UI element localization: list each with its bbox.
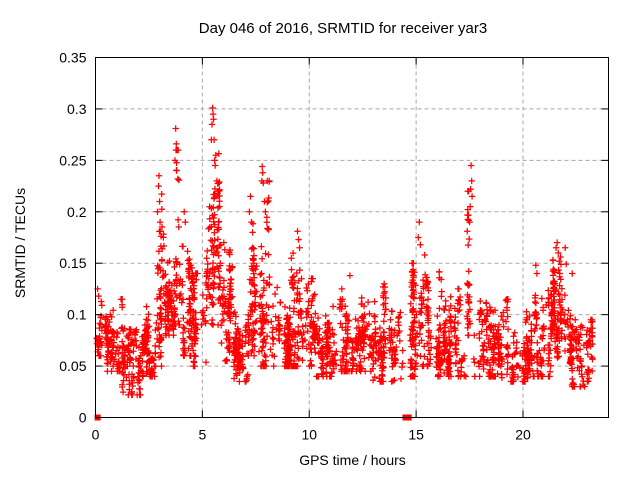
y-tick-label: 0.05	[59, 358, 86, 374]
x-tick-label: 15	[408, 427, 424, 443]
scatter-markers	[93, 104, 596, 399]
x-tick-label: 10	[301, 427, 317, 443]
x-tick-label: 20	[515, 427, 531, 443]
y-tick-label: 0.25	[59, 152, 86, 168]
y-tick-label: 0.2	[67, 204, 87, 220]
y-tick-label: 0.3	[67, 101, 87, 117]
y-tick-label: 0.1	[67, 307, 87, 323]
x-tick-label: 5	[198, 427, 206, 443]
chart-title: Day 046 of 2016, SRMTID for receiver yar…	[198, 20, 488, 37]
x-tick-label: 0	[92, 427, 100, 443]
y-tick-label: 0.35	[59, 50, 86, 66]
axes	[95, 57, 609, 418]
y-tick-label: 0	[79, 410, 87, 426]
y-tick-label: 0.15	[59, 255, 86, 271]
data-points	[93, 104, 596, 421]
tick-labels: 0 0.05 0.1 0.15 0.2 0.25 0.3 0.35 0 5 10 15 20	[59, 50, 531, 443]
x-axis-label: GPS time / hours	[299, 452, 406, 468]
